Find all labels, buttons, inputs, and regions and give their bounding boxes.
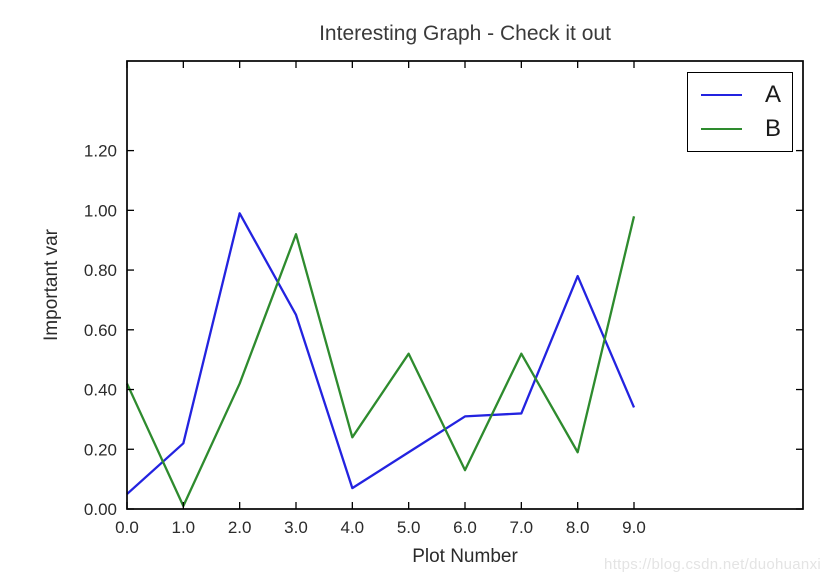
legend-label-a: A bbox=[764, 81, 781, 108]
x-tick-label: 1.0 bbox=[172, 518, 196, 537]
plot-border bbox=[126, 60, 804, 510]
legend-line-a-icon bbox=[701, 94, 742, 96]
legend: A B bbox=[687, 72, 793, 152]
y-tick-label: 0.40 bbox=[84, 381, 117, 400]
legend-item-a: A bbox=[701, 83, 781, 107]
y-tick-label: 0.00 bbox=[84, 500, 117, 519]
x-tick-label: 2.0 bbox=[228, 518, 252, 537]
x-tick-label: 8.0 bbox=[566, 518, 590, 537]
y-tick-label: 1.20 bbox=[84, 142, 117, 161]
series-line-b bbox=[125, 216, 636, 508]
legend-line-b-icon bbox=[701, 128, 742, 130]
x-tick-label: 0.0 bbox=[115, 518, 139, 537]
y-tick-label: 0.60 bbox=[84, 321, 117, 340]
x-tick-label: 5.0 bbox=[397, 518, 421, 537]
legend-item-b: B bbox=[701, 117, 781, 141]
x-tick-label: 3.0 bbox=[284, 518, 308, 537]
x-tick-label: 6.0 bbox=[453, 518, 477, 537]
x-tick-label: 4.0 bbox=[341, 518, 365, 537]
x-axis-label: Plot Number bbox=[412, 546, 518, 567]
y-tick-label: 1.00 bbox=[84, 201, 117, 220]
chart-title: Interesting Graph - Check it out bbox=[319, 22, 611, 45]
y-axis-label: Important var bbox=[41, 229, 62, 341]
legend-label-b: B bbox=[764, 115, 781, 142]
y-tick-label: 0.20 bbox=[84, 440, 117, 459]
x-tick-label: 9.0 bbox=[622, 518, 646, 537]
watermark: https://blog.csdn.net/duohuanxi bbox=[604, 556, 821, 573]
y-tick-label: 0.80 bbox=[84, 261, 117, 280]
x-tick-label: 7.0 bbox=[510, 518, 534, 537]
series-line-a bbox=[126, 212, 636, 495]
